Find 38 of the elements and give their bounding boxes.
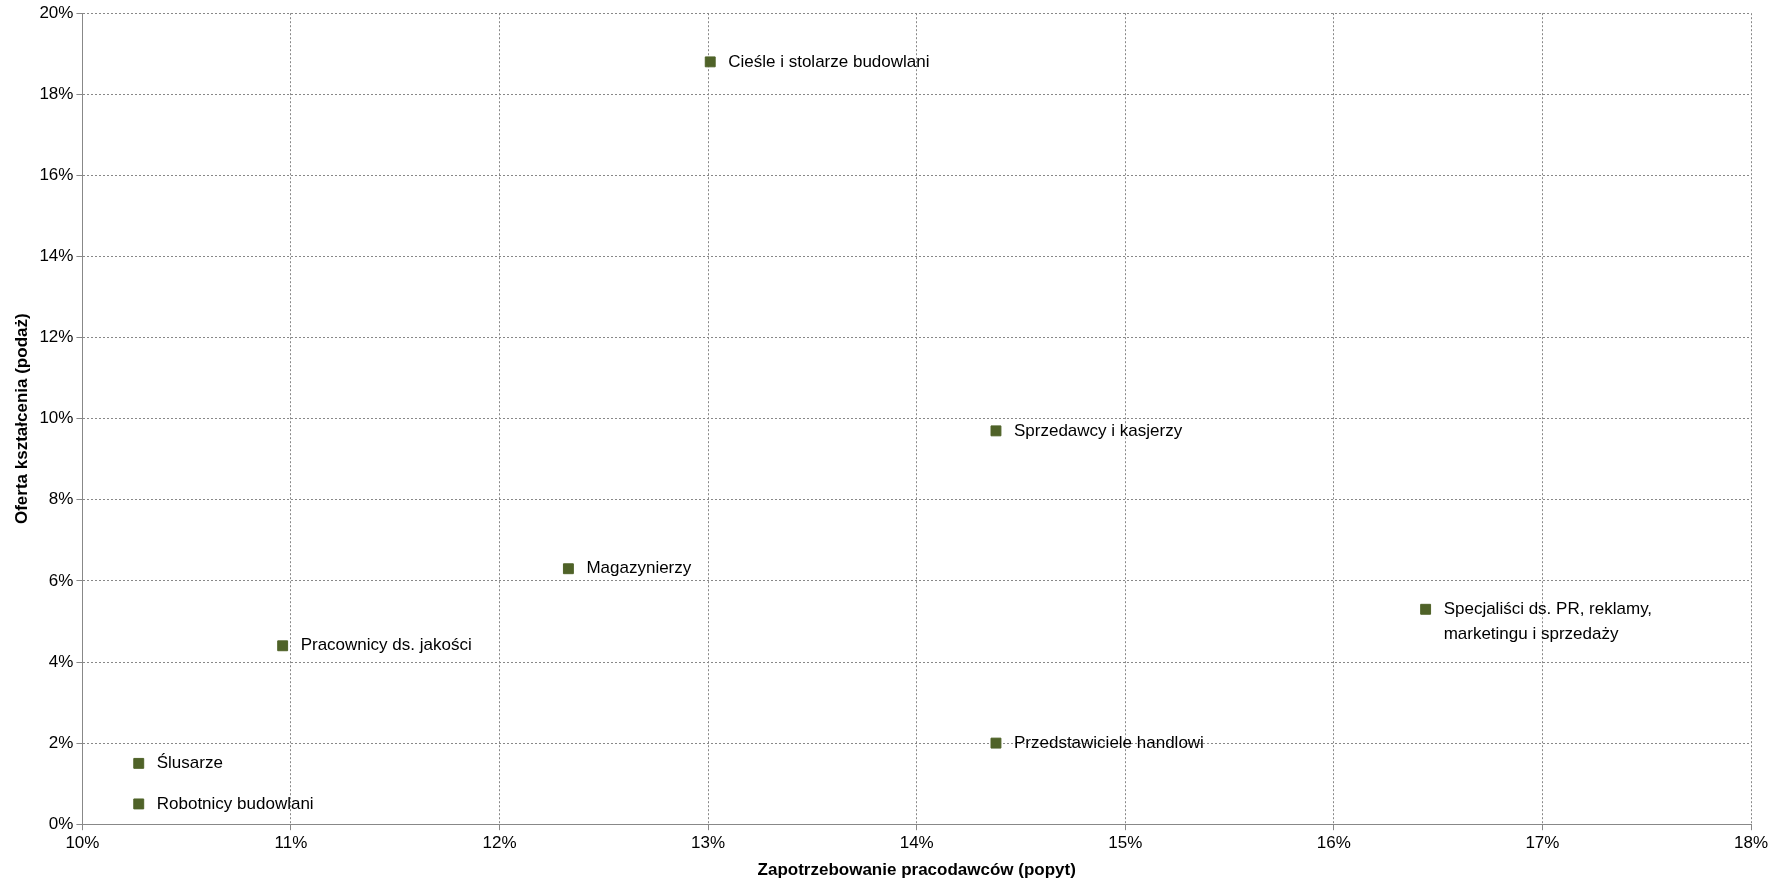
annotation: Pracownicy ds. jakości xyxy=(300,635,472,655)
y-tick-label: 6% xyxy=(48,570,74,590)
x-tick-label: 15% xyxy=(1108,833,1143,853)
point xyxy=(990,737,1002,749)
x-tick-label: 16% xyxy=(1316,833,1351,853)
y-tick-label: 16% xyxy=(39,165,74,185)
x-tick-label: 14% xyxy=(899,833,934,853)
point xyxy=(133,798,145,810)
y-tick-label: 18% xyxy=(39,83,74,103)
x-tick-label: 18% xyxy=(1733,833,1769,853)
x-axis-title: Zapotrzebowanie pracodawców (popyt) xyxy=(757,860,1076,880)
point xyxy=(133,757,145,769)
y-tick-label: 4% xyxy=(48,651,74,671)
y-tick-label: 20% xyxy=(39,2,74,22)
annotation: Specjaliści ds. PR, reklamy, marketingu i sprzedaży xyxy=(1443,598,1653,643)
x-tick-label: 12% xyxy=(482,833,517,853)
annotation: Sprzedawcy i kasjerzy xyxy=(1013,420,1183,440)
point xyxy=(277,640,289,652)
x-tick-label: 17% xyxy=(1525,833,1560,853)
annotation: Cieśle i stolarze budowlani xyxy=(728,51,930,71)
point xyxy=(1420,603,1432,615)
y-axis-title: Oferta kształcenia (podaż) xyxy=(11,313,31,525)
y-tick-label: 12% xyxy=(39,327,74,347)
point xyxy=(704,56,716,68)
x-tick-label: 10% xyxy=(65,833,100,853)
y-tick-label: 2% xyxy=(48,732,74,752)
annotation: Robotnicy budowlani xyxy=(156,793,314,813)
annotation: Magazynierzy xyxy=(586,558,692,578)
point xyxy=(990,425,1002,437)
y-tick-label: 14% xyxy=(39,246,74,266)
y-tick-label: 8% xyxy=(48,489,74,509)
y-tick-label: 10% xyxy=(39,408,74,428)
x-tick-label: 11% xyxy=(274,833,308,853)
point xyxy=(562,563,574,575)
x-tick-label: 13% xyxy=(691,833,726,853)
annotation: Ślusarze xyxy=(156,753,223,773)
annotation: Przedstawiciele handlowi xyxy=(1013,732,1204,752)
y-tick-label: 0% xyxy=(48,813,74,833)
